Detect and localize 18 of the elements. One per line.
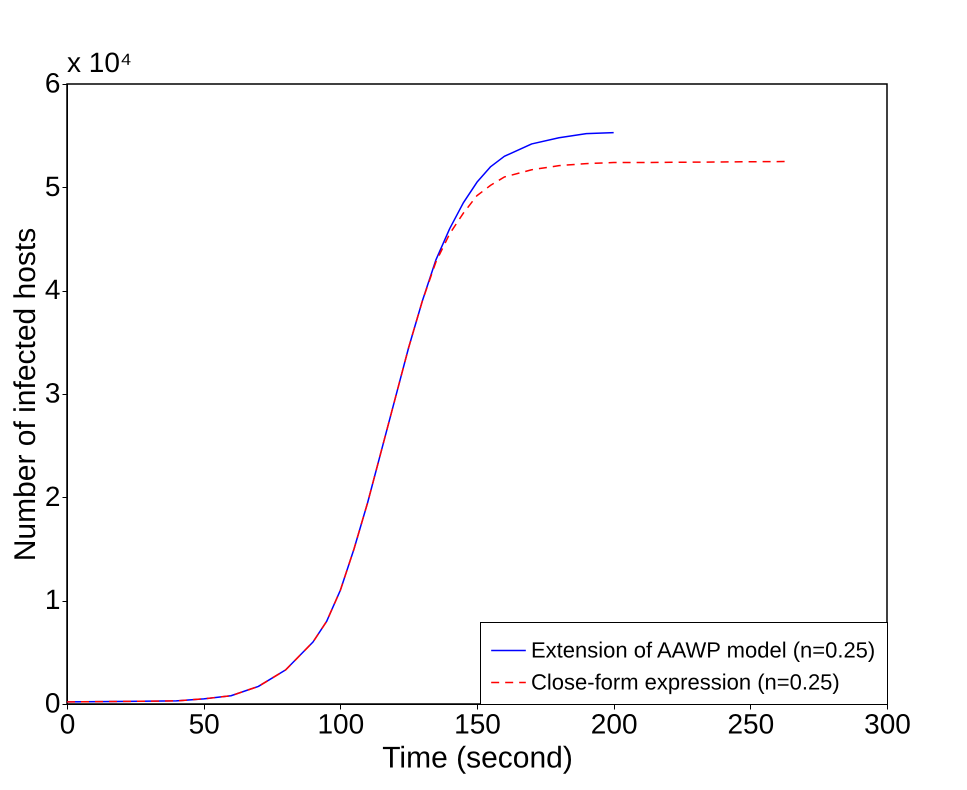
x-tick-label: 150 [454,708,501,740]
x-axis-title: Time (second) [382,742,573,774]
x-tick-label: 50 [188,708,220,740]
x-tick-label: 200 [590,708,638,740]
x-tick-label: 300 [864,708,911,740]
y-axis-title: Number of infected hosts [8,228,42,562]
y-tick-label: 4 [44,274,60,306]
legend-label: Close-form expression (n=0.25) [531,670,840,694]
x-tick-label: 250 [727,708,774,740]
y-tick-label: 1 [44,584,60,616]
x-tick-label: 100 [317,708,364,740]
y-tick-label: 5 [44,170,60,202]
y-tick-label: 0 [44,688,60,718]
y-tick-label: 2 [44,480,60,512]
y-tick-label: 6 [44,68,60,98]
legend-label: Extension of AAWP model (n=0.25) [531,638,876,662]
y-tick-label: 3 [44,378,60,408]
text: x 10⁴ [67,47,132,78]
